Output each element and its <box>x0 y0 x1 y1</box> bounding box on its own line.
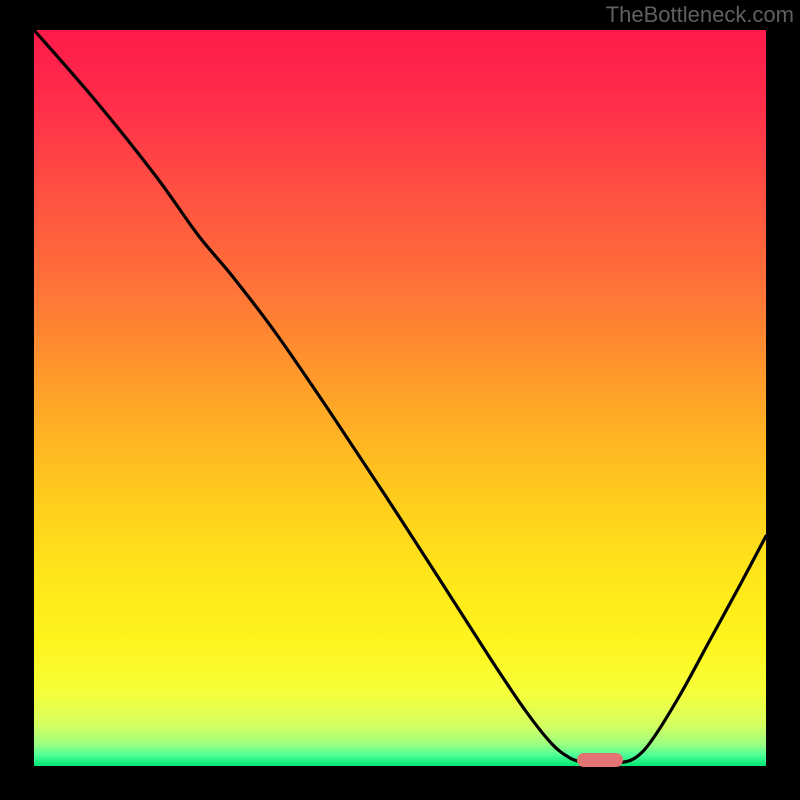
plot-area <box>34 30 766 766</box>
chart-container: TheBottleneck.com <box>0 0 800 800</box>
optimal-marker <box>577 753 623 767</box>
watermark-text: TheBottleneck.com <box>606 2 794 28</box>
